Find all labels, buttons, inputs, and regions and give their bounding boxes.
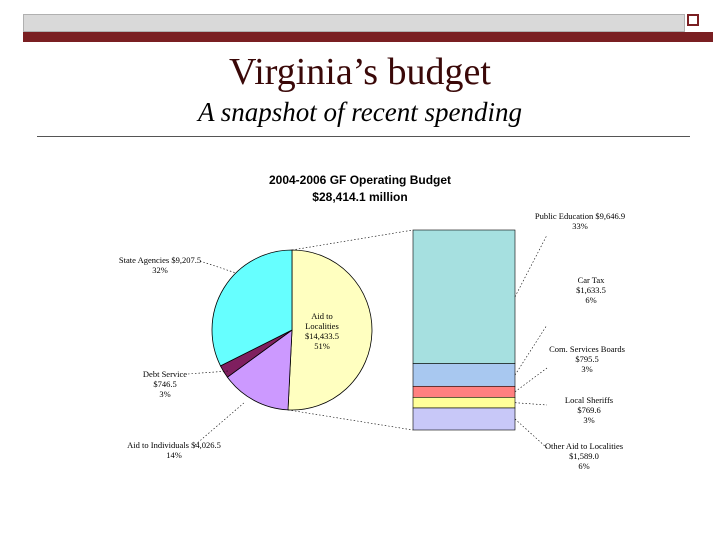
- label-local-sheriffs: Local Sheriffs $769.6 3%: [565, 395, 613, 425]
- breakout-bar: [287, 229, 516, 431]
- chart-title: 2004-2006 GF Operating Budget: [269, 173, 451, 187]
- top-bar-red: [23, 32, 713, 42]
- pie-slice-aid-to-individuals: [226, 329, 293, 411]
- pie-slice-state-agencies: [211, 249, 293, 367]
- bar-segment-public-education: [412, 229, 516, 364]
- label-state-agencies: State Agencies $9,207.5 32%: [119, 255, 201, 275]
- corner-square-icon: [687, 14, 699, 26]
- leader-state-agencies: [199, 260, 237, 274]
- label-aid-to-localities: Aid to Localities $14,433.5 51%: [305, 311, 339, 351]
- bar-segment-local-sheriffs: [412, 397, 516, 409]
- bar-segment-car-tax: [412, 363, 516, 387]
- bar-segment-com-services-boards: [412, 385, 516, 398]
- label-public-education: Public Education $9,646.9 33%: [535, 211, 625, 231]
- slide-title: Virginia’s budget: [229, 51, 491, 93]
- connector-bottom: [287, 409, 414, 431]
- label-car-tax: Car Tax $1,633.5 6%: [576, 275, 606, 305]
- chart-labels: Aid to Localities $14,433.5 51% Aid to Indiv…: [119, 211, 625, 471]
- chart-subtitle: $28,414.1 million: [312, 190, 407, 204]
- label-com-services-boards: Com. Services Boards $795.5 3%: [549, 344, 625, 374]
- leader-com-services-boards: [514, 367, 548, 393]
- leader-other-aid-to-localities: [514, 418, 548, 449]
- leader-car-tax: [514, 324, 548, 376]
- leader-aid-to-individuals: [194, 401, 246, 446]
- label-debt-service: Debt Service $746.5 3%: [143, 369, 187, 399]
- pie-slice-aid-to-localities: [287, 249, 373, 411]
- title-divider: [37, 136, 690, 137]
- leader-local-sheriffs: [514, 402, 548, 406]
- slide-subtitle: A snapshot of recent spending: [198, 97, 522, 127]
- leader-public-education: [514, 234, 548, 297]
- top-bar-grey: [23, 14, 685, 32]
- leader-debt-service: [187, 370, 229, 375]
- pie: [211, 249, 373, 411]
- bar-segment-other-aid-to-localities: [412, 407, 516, 431]
- label-other-aid-to-localities: Other Aid to Localities $1,589.0 6%: [545, 441, 623, 471]
- label-aid-to-individuals: Aid to Individuals $4,026.5 14%: [127, 440, 221, 460]
- slide-top-bar: [23, 14, 713, 42]
- connector-top: [291, 229, 414, 251]
